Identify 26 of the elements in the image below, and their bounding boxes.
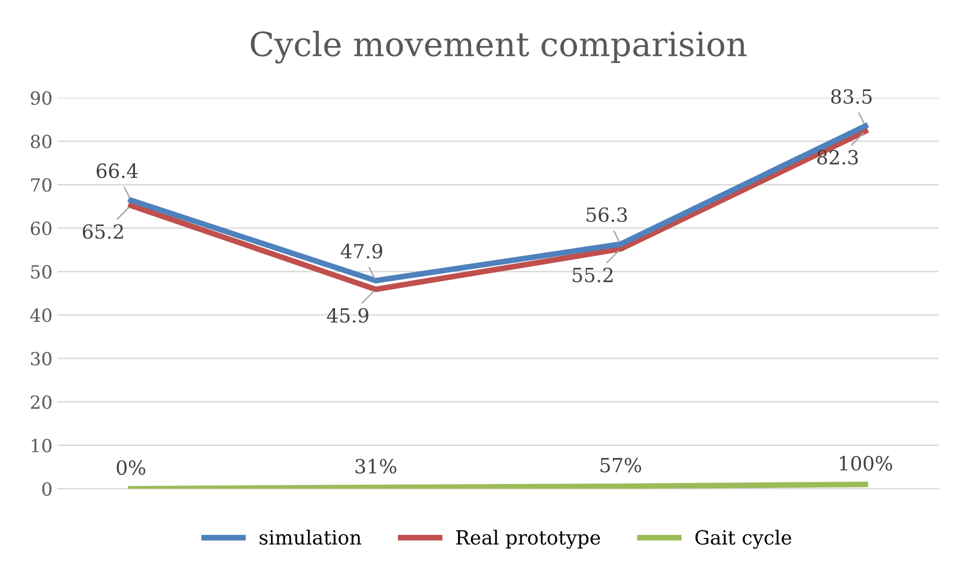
y-tick-label: 80 [30,134,52,148]
y-tick-label: 70 [31,178,52,192]
data-label: 31% [356,458,396,474]
data-label: 56.3 [586,207,627,222]
y-tick-label: 40 [30,308,52,322]
y-tick-label: 30 [31,352,52,366]
legend-label: Real prototype [456,530,600,549]
data-label: 45.9 [326,308,368,323]
y-tick-label: 20 [30,395,52,409]
y-tick-label: 50 [31,264,52,279]
chart-title: Cycle movement comparision [250,30,746,64]
legend-label: simulation [260,530,362,545]
y-tick-label: 60 [30,222,52,236]
legend-label: Gait cycle [695,530,792,549]
data-label: 57% [600,458,642,472]
y-tick-label: 10 [32,438,52,452]
y-tick-label: 0 [42,482,52,496]
data-label: 55.2 [572,268,613,282]
data-label: 65.2 [82,224,123,239]
data-label: 66.4 [96,163,138,178]
data-label: 0% [116,460,146,475]
y-tick-label: 90 [30,91,52,105]
data-label: 82.3 [817,150,858,165]
data-label: 100% [840,456,892,471]
data-label: 47.9 [340,244,382,259]
data-label: 83.5 [831,89,872,104]
